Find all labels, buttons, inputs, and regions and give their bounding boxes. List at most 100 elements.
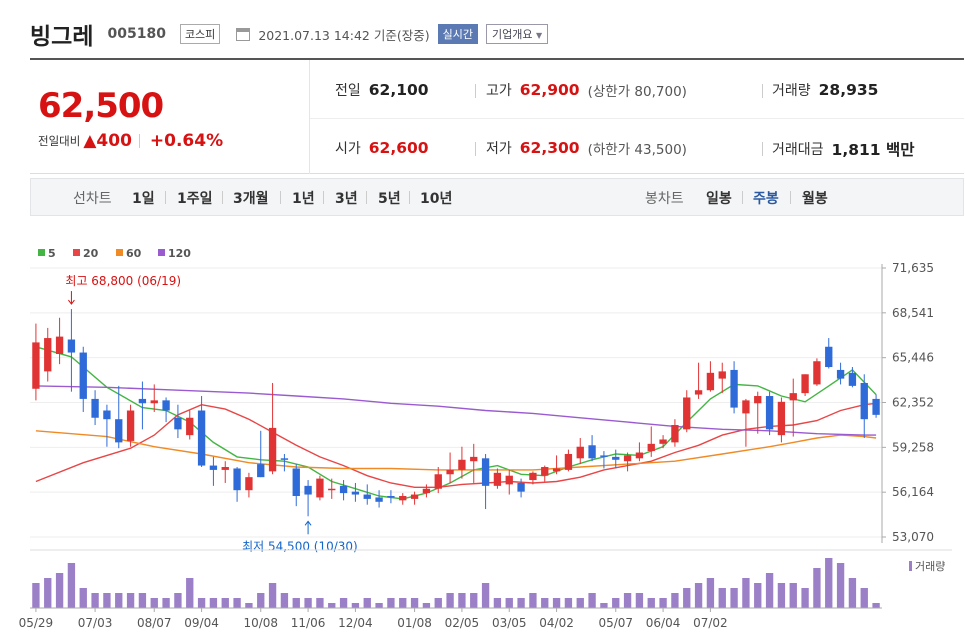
candle-body <box>860 382 868 420</box>
candle-body <box>257 464 265 478</box>
volume-bar <box>659 598 667 608</box>
candle-body <box>493 472 502 486</box>
candle-body <box>209 465 218 470</box>
volume-bar <box>79 588 87 608</box>
candle-body <box>612 456 620 460</box>
volume-bar <box>576 598 584 608</box>
candle-body <box>813 361 821 385</box>
candle-body <box>221 467 229 470</box>
candle-body <box>292 468 300 496</box>
calendar-icon <box>236 27 251 41</box>
grid <box>30 267 882 538</box>
tab-daily[interactable]: 일봉 <box>706 191 732 207</box>
tab-3y[interactable]: 3년 <box>335 191 358 207</box>
candle-body <box>186 417 194 436</box>
change-percent: +0.64% <box>149 131 224 151</box>
candle-body <box>754 396 762 404</box>
volume-label: 거래량 <box>915 560 945 573</box>
volume-bar <box>103 593 111 608</box>
tab-1y[interactable]: 1년 <box>292 191 315 207</box>
market-badge: 코스피 <box>179 24 221 44</box>
volume-bar <box>162 598 170 608</box>
volume-bar <box>268 583 277 608</box>
candle-body <box>505 475 513 485</box>
volume-bar <box>245 603 253 608</box>
x-axis: 05/29 07/03 08/07 09/04 10/08 11/06 12/04 01/08… <box>19 607 882 630</box>
candle-body <box>174 417 182 430</box>
tab-1d[interactable]: 1일 <box>132 191 155 207</box>
volume-bar <box>564 598 573 608</box>
quote-datetime: 2021.07.13 14:42 기준(장중) <box>258 27 430 43</box>
volume-bar <box>115 593 123 608</box>
candle-body <box>67 339 76 353</box>
candle-body <box>777 401 786 436</box>
candle-body <box>44 338 52 372</box>
tab-1w[interactable]: 1주일 <box>177 191 213 207</box>
candle-body <box>730 369 738 408</box>
y-tick-label: 56,164 <box>892 485 934 499</box>
ma-60-line <box>35 430 877 471</box>
candle-body <box>588 445 596 459</box>
volume-bar <box>363 598 371 608</box>
candle-body <box>706 372 715 391</box>
current-price: 62,500 <box>38 86 164 126</box>
candle-body <box>541 467 549 476</box>
candle-body <box>399 495 407 501</box>
x-tick-label: 07/03 <box>78 616 113 630</box>
candle-body <box>481 458 490 486</box>
candle-body <box>552 468 561 472</box>
chart-tabs: 선차트 1일 1주일 3개월 1년 3년 5년 10년 봉차트 일봉 주봉 월봉 <box>30 178 964 216</box>
candle-body <box>718 371 726 379</box>
volume-bar <box>789 583 797 608</box>
company-overview-button[interactable]: 기업개요 ▼ <box>485 24 549 44</box>
x-tick-label: 05/29 <box>19 616 54 630</box>
volume-bar <box>529 593 537 608</box>
candles <box>32 309 880 517</box>
high-arrow-head <box>68 299 75 305</box>
volume-bar <box>387 598 395 608</box>
amount-value: 1,811 백만 <box>831 141 915 159</box>
divider <box>138 134 140 148</box>
candle-body <box>564 453 573 470</box>
candle-body <box>789 393 797 401</box>
volume-bar <box>730 588 738 608</box>
tab-3m[interactable]: 3개월 <box>233 191 269 207</box>
tab-monthly[interactable]: 월봉 <box>802 191 828 207</box>
volume-bars: 거래량 <box>30 549 952 608</box>
candle-body <box>351 491 360 495</box>
change-label: 전일대비 <box>38 134 81 148</box>
candle-body <box>316 478 324 498</box>
tab-10y[interactable]: 10년 <box>420 191 453 207</box>
volume-bar <box>422 603 431 608</box>
candle-body <box>517 482 525 492</box>
realtime-button[interactable]: 실시간 <box>437 24 478 44</box>
volume-bar <box>32 583 40 608</box>
volume-bar <box>493 598 502 608</box>
candle-body <box>600 455 608 457</box>
tab-weekly[interactable]: 주봉 <box>753 191 779 207</box>
volume-bar <box>706 578 715 608</box>
candlestick-chart-svg: 5 20 60 120 최고 68,800 (06/19) 최저 54,500 (10/… <box>19 247 952 630</box>
row-divider <box>310 118 964 119</box>
volume-legend-swatch <box>909 561 912 571</box>
y-tick-label: 62,352 <box>892 396 934 410</box>
candle-body <box>765 396 774 430</box>
x-tick-label: 02/05 <box>445 616 480 630</box>
volume-bar <box>351 603 360 608</box>
candle-body <box>825 346 833 368</box>
y-tick-label: 53,070 <box>892 530 934 544</box>
tab-5y[interactable]: 5년 <box>378 191 401 207</box>
candle-body <box>683 397 691 430</box>
volume-bar <box>67 563 76 608</box>
candle-body <box>872 398 880 415</box>
volume-bar <box>375 603 383 608</box>
x-tick-label: 03/05 <box>492 616 527 630</box>
x-tick-label: 12/04 <box>338 616 373 630</box>
divider <box>742 191 743 204</box>
up-triangle-icon: ▲ <box>83 131 97 151</box>
ma-120-line <box>35 385 877 436</box>
volume-bar <box>91 593 99 608</box>
x-tick-label: 10/08 <box>243 616 278 630</box>
legend-swatch-5 <box>38 249 45 256</box>
divider <box>475 84 476 98</box>
